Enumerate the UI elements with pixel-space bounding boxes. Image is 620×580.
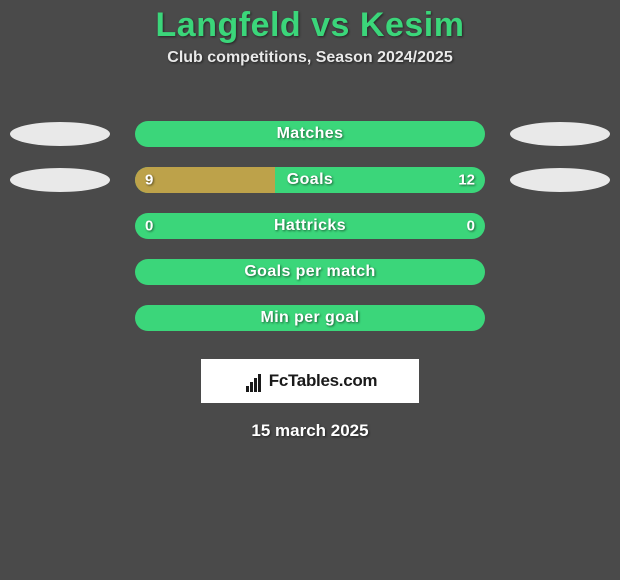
comparison-chart: Langfeld vs Kesim Club competitions, Sea… [0,0,620,580]
stat-row: Matches [0,111,620,157]
bar-fill-left [135,167,275,193]
stat-label: Goals [287,171,333,189]
stat-value-left: 9 [145,172,153,189]
left-avatar-placeholder [10,122,110,146]
stat-value-right: 12 [458,172,475,189]
stat-bar: Goals per match [135,259,485,285]
brand-text: FcTables.com [269,371,378,391]
brand-bars-icon [243,370,265,392]
stat-bar: Min per goal [135,305,485,331]
brand-badge: FcTables.com [201,359,419,403]
stat-row: 0 Hattricks 0 [0,203,620,249]
stat-row: Goals per match [0,249,620,295]
page-title: Langfeld vs Kesim [0,0,620,45]
right-avatar-placeholder [510,168,610,192]
stat-label: Matches [277,125,344,143]
stat-label: Goals per match [244,263,375,281]
right-avatar-placeholder [510,122,610,146]
stat-bar: 9 Goals 12 [135,167,485,193]
left-avatar-placeholder [10,168,110,192]
stat-label: Hattricks [274,217,346,235]
stat-label: Min per goal [260,309,359,327]
stat-rows: Matches 9 Goals 12 0 Hattri [0,111,620,341]
stat-row: 9 Goals 12 [0,157,620,203]
stat-value-right: 0 [467,218,475,235]
stat-value-left: 0 [145,218,153,235]
footer-date: 15 march 2025 [0,421,620,441]
stat-bar: Matches [135,121,485,147]
stat-row: Min per goal [0,295,620,341]
stat-bar: 0 Hattricks 0 [135,213,485,239]
page-subtitle: Club competitions, Season 2024/2025 [0,49,620,67]
